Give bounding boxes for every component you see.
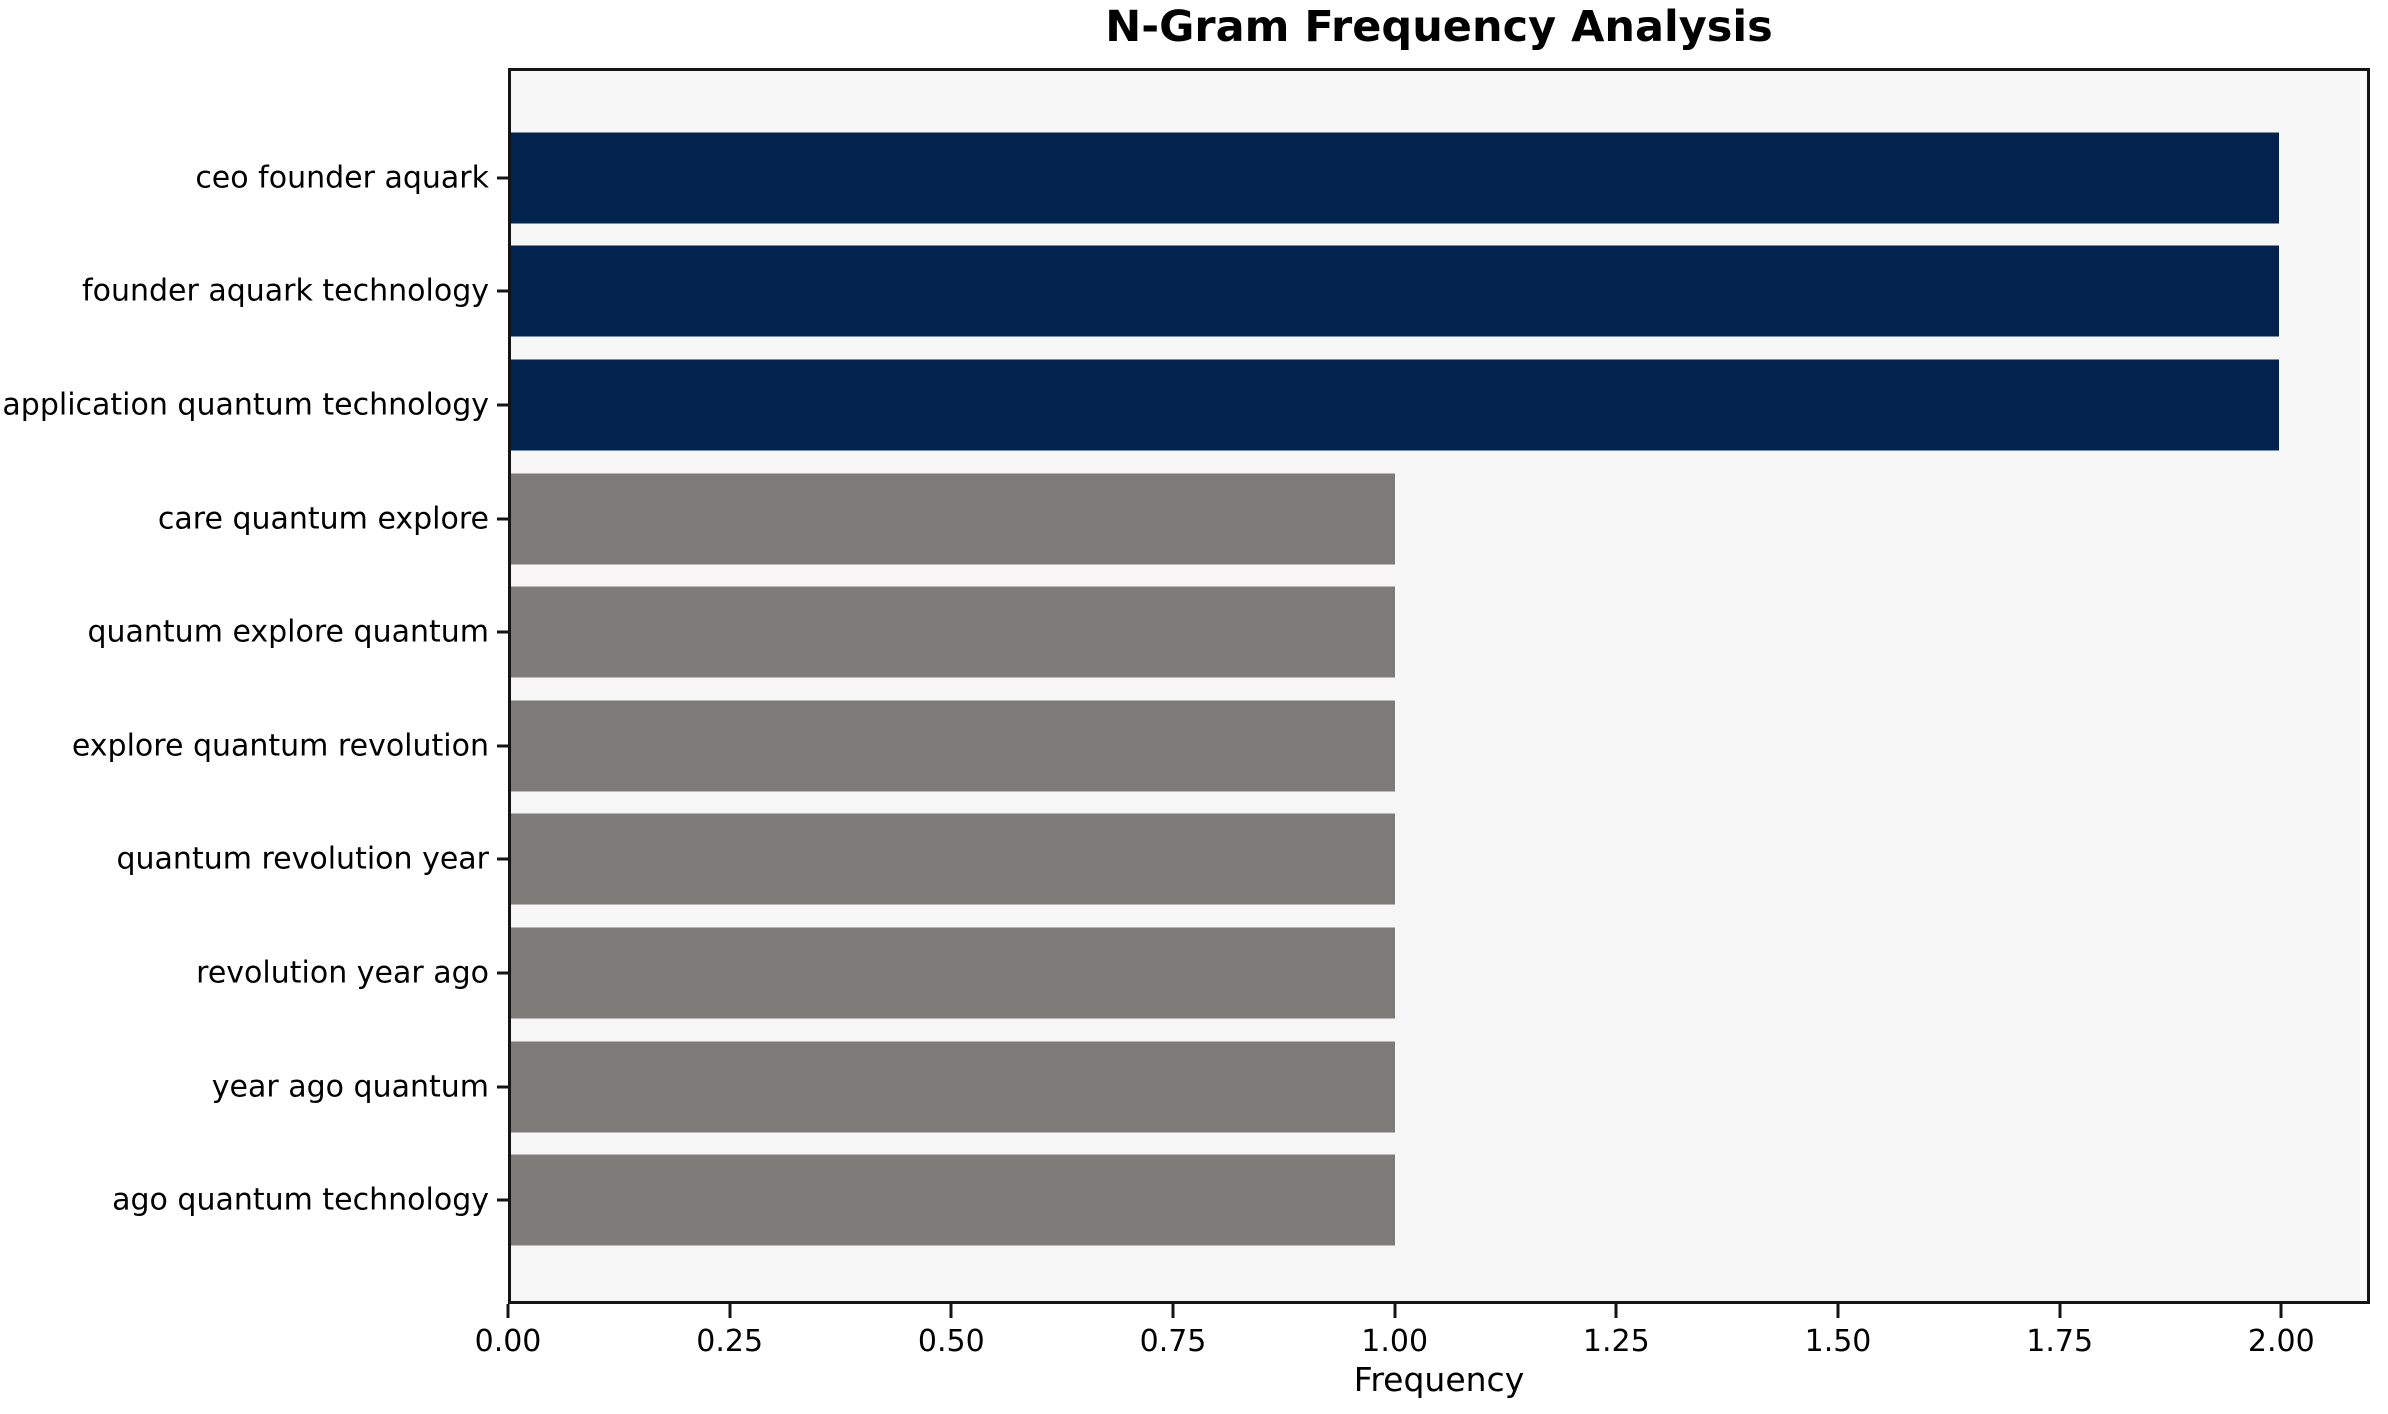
bar-rows: ceo founder aquark founder aquark technol…	[2, 71, 2367, 1301]
bar-row: quantum explore quantum	[87, 575, 2367, 689]
bar	[511, 359, 2279, 451]
y-tick-mark	[497, 289, 510, 293]
bar-row: year ago quantum	[212, 1030, 2367, 1144]
y-tick-mark	[497, 1198, 510, 1202]
x-tick-label: 1.50	[1804, 1324, 1872, 1359]
bar-row: founder aquark technology	[82, 235, 2367, 349]
y-tick-mark	[497, 176, 510, 180]
y-tick-mark	[497, 517, 510, 521]
x-tick-mark	[2058, 1304, 2062, 1318]
bar-row: ago quantum technology	[112, 1143, 2367, 1257]
y-tick-mark	[497, 630, 510, 634]
x-tick-label: 0.75	[1139, 1324, 1207, 1359]
chart-title: N-Gram Frequency Analysis	[1105, 2, 1773, 52]
x-tick-label: 0.25	[696, 1324, 764, 1359]
bar	[511, 700, 1395, 792]
x-tick-label: 1.75	[2026, 1324, 2094, 1359]
y-tick-label: revolution year ago	[196, 955, 489, 991]
bar	[511, 473, 1395, 565]
y-tick-label: founder aquark technology	[82, 273, 489, 309]
y-tick-label: quantum explore quantum	[87, 614, 489, 650]
x-tick-label: 2.00	[2247, 1324, 2315, 1359]
y-tick-label: application quantum technology	[2, 387, 489, 423]
bar-row: revolution year ago	[196, 916, 2367, 1030]
bar-row: ceo founder aquark	[195, 121, 2367, 235]
y-tick-label: quantum revolution year	[116, 841, 489, 877]
bar-row: application quantum technology	[2, 348, 2367, 462]
x-tick-mark	[949, 1304, 953, 1318]
bar-row: quantum revolution year	[116, 803, 2367, 917]
y-tick-mark	[497, 744, 510, 748]
x-tick-mark	[1836, 1304, 1840, 1318]
x-tick-mark	[1614, 1304, 1618, 1318]
x-axis: 0.00 0.25 0.50 0.75 1.00 1.25 1.50 1.75 2.00	[475, 1304, 2370, 1374]
y-tick-mark	[497, 403, 510, 407]
y-tick-label: ceo founder aquark	[195, 160, 489, 196]
x-tick-label: 1.25	[1582, 1324, 1650, 1359]
bar	[511, 1041, 1395, 1133]
bar-row: explore quantum revolution	[72, 689, 2367, 803]
y-tick-label: explore quantum revolution	[71, 728, 489, 764]
plot-area: ceo founder aquark founder aquark technol…	[2, 68, 2370, 1304]
y-tick-mark	[497, 857, 510, 861]
x-axis-label: Frequency	[1353, 1360, 1525, 1399]
bar	[511, 927, 1395, 1019]
x-tick-mark	[2279, 1304, 2283, 1318]
bar	[511, 813, 1395, 905]
bar	[511, 245, 2279, 337]
y-tick-label: ago quantum technology	[112, 1182, 489, 1218]
x-tick-label: 0.00	[474, 1324, 542, 1359]
y-tick-mark	[497, 971, 510, 975]
y-tick-label: care quantum explore	[157, 501, 489, 537]
x-tick-mark	[728, 1304, 732, 1318]
bar-row: care quantum explore	[158, 462, 2367, 576]
bar	[511, 586, 1395, 678]
bar	[511, 1154, 1395, 1246]
y-tick-label: year ago quantum	[211, 1069, 489, 1105]
x-tick-mark	[1171, 1304, 1175, 1318]
x-tick-label: 0.50	[917, 1324, 985, 1359]
x-tick-mark	[1393, 1304, 1397, 1318]
y-tick-mark	[497, 1085, 510, 1089]
x-tick-mark	[506, 1304, 510, 1318]
x-tick-label: 1.00	[1361, 1324, 1429, 1359]
bar	[511, 132, 2279, 224]
